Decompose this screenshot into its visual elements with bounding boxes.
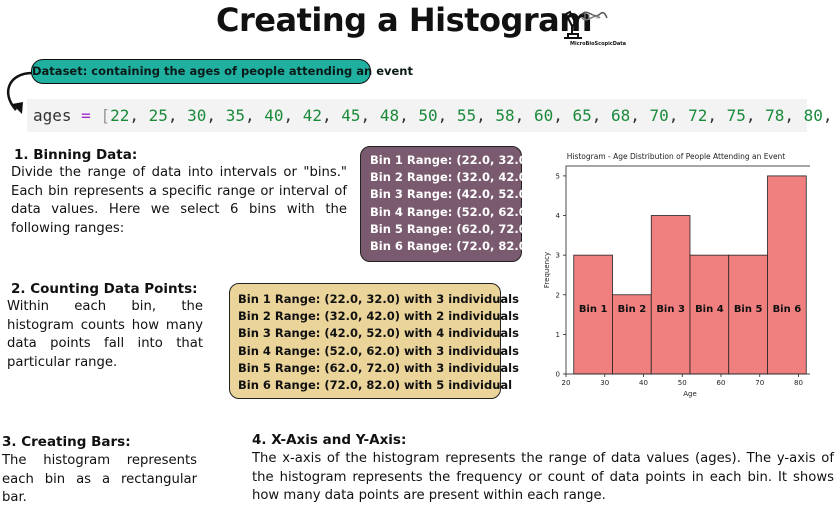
code-open-bracket: [ [100, 106, 111, 125]
axes-heading: 4. X-Axis and Y-Axis: [252, 432, 407, 448]
code-comma: , [476, 106, 496, 125]
code-number: 40 [264, 106, 284, 125]
code-number: 22 [110, 106, 130, 125]
bin-count-item: Bin 4 Range: (52.0, 62.0) with 3 individ… [238, 343, 519, 358]
bin-counts-box: Bin 1 Range: (22.0, 32.0) with 3 individ… [229, 283, 519, 399]
bar-label: Bin 5 [734, 304, 763, 315]
code-number: 45 [341, 106, 361, 125]
plot-frame [565, 165, 810, 375]
microscope-dna-logo-icon [564, 10, 608, 39]
bin-range-item: Bin 1 Range: (22.0, 32.0) [370, 153, 532, 167]
bin-count-item: Bin 5 Range: (62.0, 72.0) with 3 individ… [238, 360, 519, 375]
x-tick-label: 50 [678, 379, 687, 387]
code-comma: , [745, 106, 766, 125]
counting-heading: 2. Counting Data Points: [11, 281, 198, 297]
x-tick-label: 70 [755, 379, 764, 387]
counting-text: Within each bin, the histogram counts ho… [7, 299, 203, 370]
chart-title: Histogram - Age Distribution of People A… [567, 152, 786, 161]
y-tick-label: 3 [556, 252, 560, 260]
bin-count-item: Bin 1 Range: (22.0, 32.0) with 3 individ… [238, 292, 519, 306]
bars-heading: 3. Creating Bars: [2, 434, 131, 450]
code-number: 65 [572, 106, 592, 125]
logo-wordmark: MicroBioScopicData [570, 41, 627, 47]
code-number: 80 [803, 106, 823, 125]
code-number: 42 [302, 106, 323, 125]
bar-label: Bin 2 [618, 304, 647, 315]
axes-text: The x-axis of the histogram represents t… [252, 451, 834, 503]
y-tick-label: 4 [556, 212, 561, 220]
page-title: Creating a Histogram [216, 1, 593, 39]
code-comma: , [129, 106, 149, 125]
code-number: 35 [225, 106, 245, 125]
y-tick-label: 2 [556, 291, 560, 299]
code-number: 25 [148, 106, 168, 125]
code-comma: , [514, 106, 534, 125]
code-number: 70 [649, 106, 669, 125]
x-tick-label: 80 [794, 379, 803, 387]
histogram-bar [573, 254, 613, 375]
bin-ranges-box: Bin 1 Range: (22.0, 32.0) Bin 2 Range: (… [360, 146, 532, 262]
binning-text: Divide the range of data into intervals … [11, 165, 347, 236]
code-number: 75 [726, 106, 746, 125]
ticks-layer: 20 30 40 50 60 70 80 0 1 2 3 4 5 [556, 172, 803, 387]
curved-arrow-icon [6, 71, 33, 114]
code-comma: , [707, 106, 727, 125]
code-number: 72 [688, 106, 708, 125]
code-number: 30 [187, 106, 207, 125]
bars-layer: Bin 1 Bin 2 Bin 3 Bin 4 Bin 5 Bin 6 [573, 175, 807, 375]
y-tick-label: 5 [556, 172, 560, 180]
bar-label: Bin 1 [579, 304, 608, 315]
histogram-chart: Histogram - Age Distribution of People A… [543, 152, 810, 398]
code-comma: , [437, 106, 457, 125]
x-axis-label: Age [683, 390, 697, 398]
code-variable: ages [33, 106, 72, 125]
bars-text: The histogram represents each bin as a r… [2, 453, 197, 505]
code-number: 78 [765, 106, 785, 125]
code-comma: , [322, 106, 342, 125]
x-tick-label: 20 [562, 379, 571, 387]
x-tick-label: 30 [600, 379, 609, 387]
code-comma: , [399, 106, 419, 125]
bin-range-item: Bin 5 Range: (62.0, 72.0) [370, 221, 532, 236]
code-number: 48 [379, 106, 400, 125]
x-tick-label: 60 [717, 379, 726, 387]
bar-label: Bin 4 [695, 304, 724, 315]
code-comma: , [244, 106, 265, 125]
code-comma: , [360, 106, 380, 125]
code-operator: = [81, 106, 91, 125]
binning-heading: 1. Binning Data: [14, 147, 138, 163]
bin-range-item: Bin 2 Range: (32.0, 42.0) [370, 170, 532, 185]
code-comma: , [283, 106, 303, 125]
y-tick-label: 0 [556, 371, 560, 379]
y-axis-label: Frequency [543, 252, 551, 288]
code-number: 60 [533, 106, 554, 125]
code-number: 55 [456, 106, 477, 125]
dataset-label: Dataset: containing the ages of people a… [31, 59, 413, 84]
bin-range-item: Bin 4 Range: (52.0, 62.0) [370, 204, 532, 219]
code-comma: , [822, 106, 833, 125]
bar-label: Bin 6 [773, 304, 802, 315]
bin-range-item: Bin 3 Range: (42.0, 52.0) [370, 187, 532, 202]
histogram-bar [767, 175, 807, 375]
code-comma: , [784, 106, 804, 125]
code-comma: , [167, 106, 188, 125]
bin-count-item: Bin 2 Range: (32.0, 42.0) with 2 individ… [238, 309, 519, 324]
code-comma: , [206, 106, 226, 125]
x-tick-label: 40 [639, 379, 648, 387]
code-block: ages = [22, 25, 30, 35, 40, 42, 45, 48, … [27, 99, 833, 132]
code-comma: , [591, 106, 611, 125]
y-tick-label: 1 [556, 331, 560, 339]
code-values: 22, 25, 30, 35, 40, 42, 45, 48, 50, 55, … [110, 106, 840, 125]
bin-range-item: Bin 6 Range: (72.0, 82.0) [370, 239, 532, 254]
bin-count-item: Bin 3 Range: (42.0, 52.0) with 4 individ… [238, 326, 519, 341]
code-number: 68 [611, 106, 631, 125]
code-number: 50 [418, 106, 438, 125]
code-number: 58 [495, 106, 515, 125]
code-comma: , [630, 106, 650, 125]
bar-label: Bin 3 [656, 304, 685, 315]
code-comma: , [668, 106, 689, 125]
bin-count-item: Bin 6 Range: (72.0, 82.0) with 5 individ… [238, 378, 513, 393]
code-comma: , [553, 106, 573, 125]
histogram-bar [650, 215, 691, 375]
